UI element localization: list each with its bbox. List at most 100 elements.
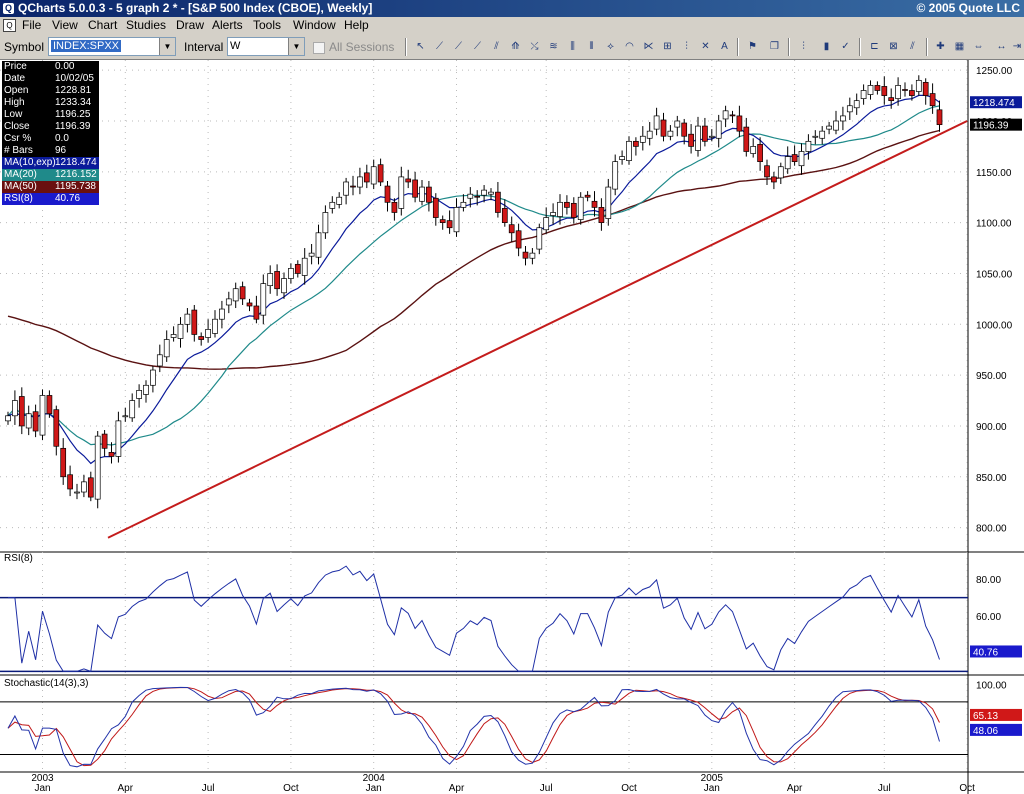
interval-combo[interactable]: W ▼ [227, 37, 305, 56]
pointer-tool-icon[interactable]: ↖ [416, 41, 425, 52]
candle-body [294, 263, 301, 274]
percent-scale-icon[interactable]: ⊠ [889, 41, 898, 52]
info-row: RSI(8) 40.76 [2, 193, 99, 205]
candle-body [405, 178, 412, 183]
year-label: 2003 [31, 773, 54, 784]
copyright-text: © 2005 Quote LLC [916, 1, 1020, 15]
candle-body [170, 334, 177, 338]
compress-icon[interactable]: ⇔ [973, 41, 984, 52]
chevron-down-icon[interactable]: ▼ [159, 38, 175, 55]
copy-chart-icon[interactable]: ❐ [770, 41, 779, 52]
menu-studies[interactable]: Studies [126, 18, 167, 32]
month-label: Oct [283, 783, 299, 794]
price-candles [5, 75, 943, 509]
candle-body [53, 409, 60, 447]
candle-body [205, 329, 211, 338]
candle-body [757, 144, 763, 163]
candle-body [398, 176, 405, 209]
candle-body [18, 396, 25, 427]
regression-tool-icon[interactable]: ⟰ [511, 41, 520, 52]
price-tick-label: 1000.00 [976, 320, 1013, 331]
price-tick-label: 850.00 [976, 473, 1007, 484]
crosshair-icon[interactable]: ✚ [936, 41, 945, 52]
menu-help[interactable]: Help [344, 18, 369, 32]
expand-icon[interactable]: ↔ [996, 41, 1007, 52]
extended-line-tool-icon[interactable]: ⟋ [474, 41, 481, 52]
chevron-down-icon[interactable]: ▼ [288, 38, 304, 55]
candle-body [860, 90, 867, 99]
line-type-icon[interactable]: ✓ [841, 41, 850, 52]
alert-tool-icon[interactable]: ⚑ [748, 41, 757, 52]
candle-body [453, 207, 460, 233]
candle-body [812, 135, 819, 138]
info-value: 96 [55, 145, 67, 156]
candle-body [577, 196, 584, 220]
andrews-tool-icon[interactable]: ⋉ [643, 41, 654, 52]
candle-type-icon[interactable]: ▮ [823, 41, 830, 52]
fibonacci-tool-icon[interactable]: ≋ [549, 41, 558, 52]
candle-body [777, 166, 784, 179]
price-badge [970, 96, 1022, 109]
candle-body [143, 384, 149, 395]
candle-body [419, 186, 425, 202]
month-label: Apr [787, 783, 803, 794]
quadrant-tool-icon[interactable]: ⊞ [663, 41, 672, 52]
symbol-combo[interactable]: INDEX:SPXX ▼ [48, 37, 176, 56]
arc-tool-icon[interactable]: ◠ [625, 41, 634, 52]
candle-body [550, 212, 556, 216]
info-row: Date 10/02/05 [2, 73, 99, 85]
info-key: Open [4, 85, 29, 96]
candle-body [591, 200, 598, 208]
cycle-tool-icon[interactable]: ⫼ [570, 41, 575, 52]
chart-area[interactable]: 800.00 850.00 900.00 950.00 1000.00 1050.00 11… [0, 60, 1024, 794]
month-label: Oct [621, 783, 637, 794]
candle-body [881, 86, 888, 96]
menu-draw[interactable]: Draw [176, 18, 205, 32]
candle-body [67, 474, 73, 490]
bar-type-icon[interactable]: ⫶ [802, 41, 805, 52]
menu-chart[interactable]: Chart [88, 18, 118, 32]
info-row: Price 0.00 [2, 61, 99, 73]
menu-view[interactable]: View [52, 18, 78, 32]
candle-body [639, 135, 646, 143]
gann-fan-tool-icon[interactable]: ⟡ [607, 41, 614, 52]
stoch-badge [970, 723, 1022, 736]
speed-line-tool-icon[interactable]: ⤯ [530, 41, 539, 52]
more-tools-icon[interactable]: ⇥ [1012, 41, 1022, 52]
toolbar-separator [788, 38, 790, 56]
all-sessions-checkbox[interactable] [313, 42, 325, 54]
retracement-tool-icon[interactable]: ⫶ [685, 41, 688, 52]
candle-body [301, 257, 308, 276]
menu-window[interactable]: Window [293, 18, 336, 32]
time-zones-tool-icon[interactable]: ⫴ [589, 41, 594, 52]
line-tool-icon[interactable]: ⟋ [436, 41, 443, 52]
stoch-badge-label: 65.13 [973, 711, 998, 722]
trend-line[interactable] [107, 120, 968, 539]
candle-body [274, 271, 280, 290]
month-label: Oct [959, 783, 975, 794]
ray-tool-icon[interactable]: ⟋ [455, 41, 462, 52]
menu-tools[interactable]: Tools [253, 18, 282, 32]
ma20-line [7, 105, 940, 446]
log-scale-icon[interactable]: ⊏ [870, 41, 879, 52]
interval-value[interactable]: W [230, 40, 241, 52]
candle-body [501, 208, 508, 223]
channel-tool-icon[interactable]: ⫽ [494, 41, 499, 52]
candle-body [267, 273, 274, 287]
candle-body [902, 89, 908, 91]
candle-body [722, 110, 729, 120]
cross-tool-icon[interactable]: ✕ [701, 41, 710, 52]
month-label: Jan [366, 783, 382, 794]
candle-body [198, 336, 205, 340]
candle-body [508, 224, 515, 234]
menu-file[interactable]: File [22, 18, 42, 32]
data-window-icon[interactable]: ▦ [954, 41, 965, 52]
overlay-icon[interactable]: ⫽ [910, 41, 915, 52]
candle-body [225, 298, 232, 306]
text-tool-icon[interactable]: A [721, 41, 728, 52]
symbol-value[interactable]: INDEX:SPXX [51, 40, 122, 52]
document-icon[interactable]: Q [3, 19, 16, 32]
candle-body [212, 318, 218, 334]
menu-alerts[interactable]: Alerts [212, 18, 243, 32]
info-value: 1196.25 [55, 109, 91, 120]
